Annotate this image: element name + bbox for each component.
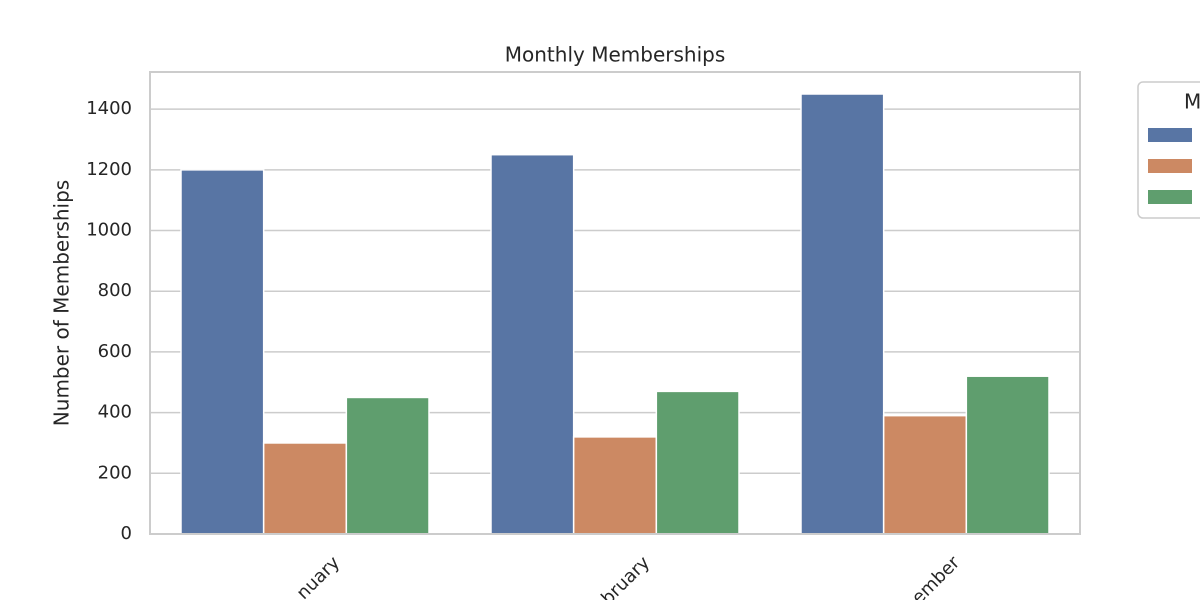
bar [655, 390, 740, 535]
y-tick-label: 1200 [86, 159, 132, 180]
legend-title: M [1184, 90, 1200, 114]
chart-title: Monthly Memberships [505, 43, 725, 67]
x-tick-label: ember [908, 552, 965, 600]
bar [490, 153, 575, 535]
y-tick-label: 1000 [86, 220, 132, 241]
legend-swatch [1148, 190, 1192, 204]
y-tick-label: 1400 [86, 98, 132, 119]
legend-swatch [1148, 159, 1192, 173]
bar [262, 442, 348, 535]
y-axis-label: Number of Memberships [50, 180, 74, 426]
bar [572, 436, 658, 535]
y-tick-label: 0 [121, 523, 132, 544]
x-tick-label: nuary [293, 552, 345, 600]
plot-frame [149, 71, 1081, 535]
bar [180, 169, 265, 535]
legend-box [1137, 81, 1200, 219]
bar [965, 375, 1050, 535]
y-tick-label: 200 [98, 462, 132, 483]
y-tick-label: 400 [98, 402, 132, 423]
legend-swatch [1148, 128, 1192, 142]
bar [345, 396, 430, 535]
bar [882, 414, 968, 535]
y-tick-label: 800 [98, 280, 132, 301]
y-tick-label: 600 [98, 341, 132, 362]
bar [800, 93, 885, 535]
x-tick-label: bruary [597, 552, 654, 600]
